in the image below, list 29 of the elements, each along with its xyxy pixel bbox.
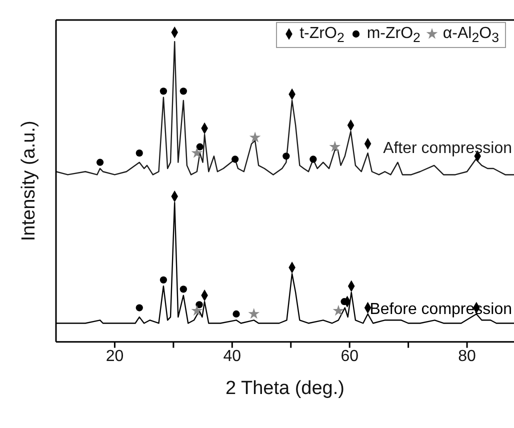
x-tick-label: 60 bbox=[340, 348, 359, 366]
x-tick-label: 80 bbox=[458, 348, 476, 366]
point bbox=[136, 304, 143, 312]
point bbox=[282, 152, 290, 160]
legend-label: m-ZrO$_{2}$ bbox=[366, 25, 420, 46]
point bbox=[160, 88, 168, 95]
series-label: After compression bbox=[383, 140, 512, 158]
point bbox=[196, 143, 204, 150]
point bbox=[180, 88, 187, 95]
point bbox=[96, 158, 104, 166]
point bbox=[191, 147, 203, 158]
point bbox=[232, 310, 240, 318]
point bbox=[332, 304, 344, 316]
point bbox=[196, 301, 203, 308]
legend-label: t-ZrO$_{2}$ bbox=[300, 25, 344, 46]
point bbox=[191, 304, 203, 316]
y-axis-title: Intensity (a.u.) bbox=[18, 120, 40, 242]
x-tick-label: 40 bbox=[223, 348, 242, 366]
point bbox=[232, 156, 239, 163]
point bbox=[310, 156, 317, 163]
point bbox=[248, 308, 260, 319]
point bbox=[160, 276, 168, 284]
point bbox=[329, 140, 341, 152]
point bbox=[136, 149, 143, 157]
point bbox=[249, 132, 261, 142]
x-axis-title: 2 Theta (deg.) bbox=[225, 378, 345, 399]
legend-label: α-Al$_{2}$O$_{3}$ bbox=[442, 25, 499, 46]
x-tick-label: 20 bbox=[106, 348, 124, 366]
point bbox=[180, 286, 187, 293]
